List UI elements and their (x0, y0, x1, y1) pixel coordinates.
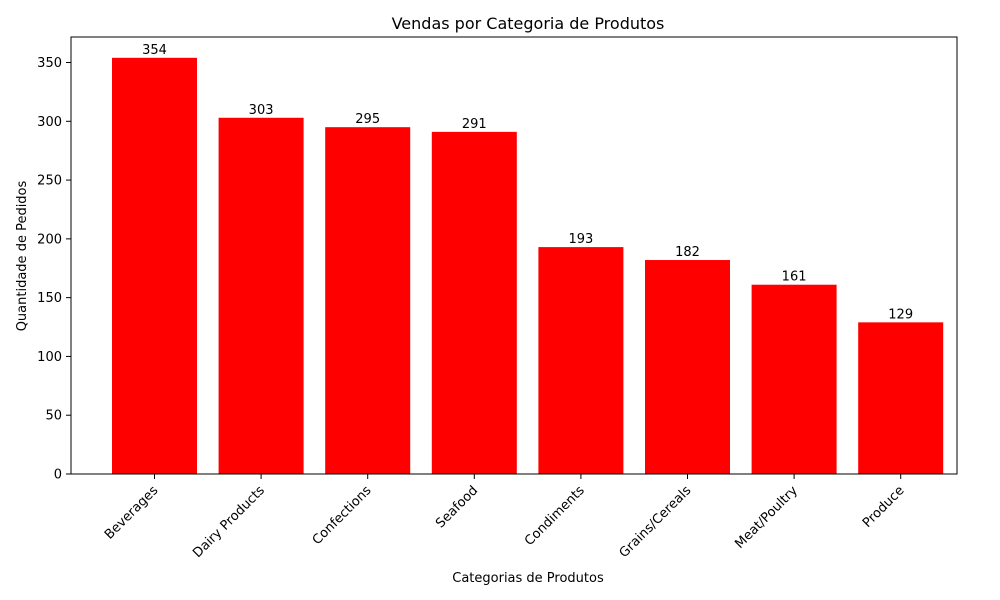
data-label-4: 193 (568, 232, 593, 247)
bar-0 (112, 57, 197, 475)
plot-frame (70, 36, 958, 475)
bar-7 (858, 322, 944, 474)
bar-4 (538, 247, 624, 474)
y-tick-label-6: 300 (37, 115, 62, 130)
x-tick-label-0: Beverages (102, 483, 162, 543)
y-tick-label-7: 350 (37, 56, 62, 71)
x-tick-label-5: Grains/Cereals (617, 483, 695, 561)
y-tick-label-1: 50 (45, 409, 62, 424)
bar-6 (751, 284, 837, 474)
x-axis: Beverages Dairy Products Confections Seafoo… (102, 474, 908, 561)
x-tick-label-4: Condiments (522, 483, 588, 549)
bar-1 (218, 117, 304, 474)
data-label-7: 129 (888, 307, 913, 322)
data-label-6: 161 (782, 270, 807, 285)
y-tick-label-0: 0 (54, 468, 62, 483)
x-tick-label-6: Meat/Poultry (732, 483, 801, 552)
data-label-5: 182 (675, 245, 700, 260)
bar-5 (645, 260, 730, 474)
bar-2 (325, 127, 411, 474)
bar-3 (431, 131, 517, 474)
y-tick-label-2: 100 (37, 350, 62, 365)
y-axis-label: Quantidade de Pedidos (15, 180, 30, 331)
data-label-1: 303 (249, 103, 274, 118)
x-tick-label-3: Seafood (433, 483, 481, 531)
x-axis-label: Categorias de Produtos (452, 571, 604, 586)
y-tick-label-3: 150 (37, 291, 62, 306)
data-labels-group: 354 303 295 291 193 182 161 129 (142, 43, 913, 323)
y-tick-label-5: 250 (37, 174, 62, 189)
data-label-3: 291 (462, 117, 487, 132)
bars-group (112, 57, 944, 475)
x-tick-label-7: Produce (860, 483, 908, 531)
chart-title: Vendas por Categoria de Produtos (392, 14, 665, 33)
data-label-2: 295 (355, 112, 380, 127)
x-tick-label-2: Confections (310, 483, 375, 548)
y-tick-label-4: 200 (37, 232, 62, 247)
x-tick-label-1: Dairy Products (190, 483, 268, 561)
data-label-0: 354 (142, 43, 167, 58)
y-axis: 0 50 100 150 200 250 300 350 (37, 56, 71, 483)
